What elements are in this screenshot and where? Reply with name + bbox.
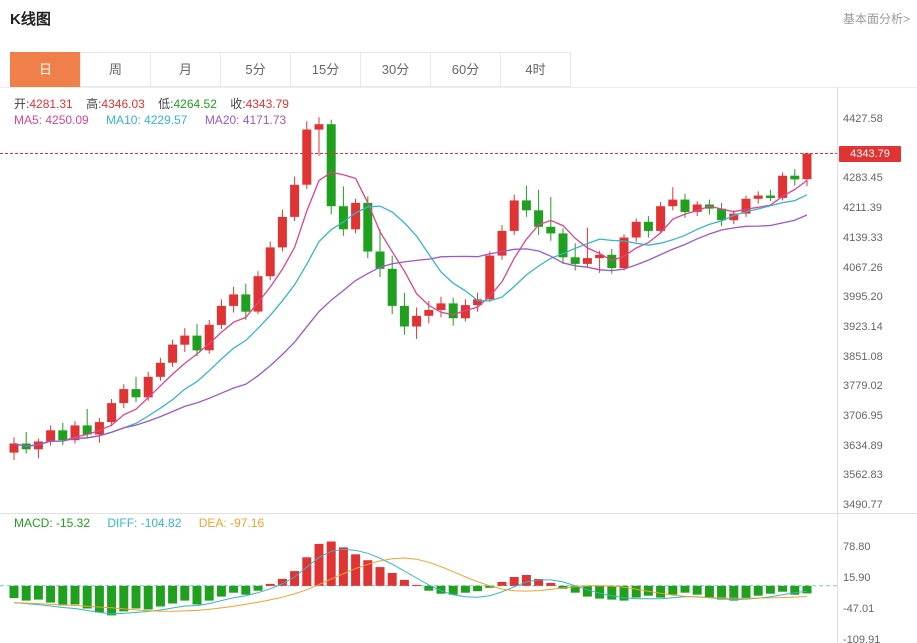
ma10-value: MA10: 4229.57: [106, 113, 188, 127]
diff-value: DIFF: -104.82: [107, 516, 182, 530]
candles: [9, 117, 812, 460]
tab-day[interactable]: 日: [10, 52, 81, 87]
tab-30min[interactable]: 30分: [360, 52, 431, 87]
macd-readout: MACD: -15.32 DIFF: -104.82 DEA: -97.16: [14, 516, 278, 530]
tab-15min[interactable]: 15分: [290, 52, 361, 87]
page-title: K线图: [10, 11, 51, 28]
current-price-tag: 4343.79: [839, 145, 901, 162]
dea-line: [13, 557, 808, 612]
price-axis-label: 3490.77: [843, 499, 883, 511]
macd-axis-label: 78.80: [843, 541, 871, 553]
price-axis-label: 4211.39: [843, 202, 882, 215]
low-value: 4264.52: [173, 97, 217, 111]
ma20-line: [13, 214, 808, 448]
open-label: 开:: [14, 97, 30, 111]
macd-axis-label: 15.90: [843, 572, 871, 584]
price-axis-label: 4139.33: [843, 231, 883, 244]
macd-axis-label: -47.01: [843, 603, 875, 615]
price-axis-label: 3634.89: [843, 439, 883, 452]
close-value: 4343.79: [245, 97, 289, 111]
tab-4hour[interactable]: 4时: [500, 52, 571, 87]
macd-axis-label: -109.91: [843, 634, 881, 643]
close-label: 收:: [230, 97, 246, 111]
price-axis-label: 3923.14: [843, 320, 883, 333]
dea-value: DEA: -97.16: [198, 516, 265, 530]
macd-histogram: [9, 541, 812, 616]
high-value: 4346.03: [101, 97, 145, 111]
ma-readout: MA5: 4250.09 MA10: 4229.57 MA20: 4171.73: [14, 113, 300, 127]
ma10-line: [13, 194, 808, 448]
diff-line: [13, 548, 808, 615]
period-tabs: 日 周 月 5分 15分 30分 60分 4时: [10, 52, 571, 87]
ohlc-readout: 开:4281.31 高:4346.03 低:4264.52 收:4343.79: [14, 95, 299, 112]
fundamental-analysis-link[interactable]: 基本面分析>: [842, 12, 910, 26]
macd-value: MACD: -15.32: [14, 516, 91, 530]
price-axis-label: 3562.83: [843, 469, 883, 482]
price-axis-label: 3995.20: [843, 291, 883, 304]
price-axis-label: 3851.08: [843, 350, 883, 363]
ma5-line: [13, 171, 808, 448]
high-label: 高:: [86, 97, 102, 111]
tab-60min[interactable]: 60分: [430, 52, 501, 87]
open-value: 4281.31: [29, 97, 73, 111]
price-axis-label: 4427.58: [843, 113, 883, 125]
tab-month[interactable]: 月: [150, 52, 221, 87]
tab-week[interactable]: 周: [80, 52, 151, 87]
price-axis-label: 3706.95: [843, 409, 883, 422]
ma20-value: MA20: 4171.73: [204, 113, 287, 127]
low-label: 低:: [158, 97, 174, 111]
price-axis-label: 4283.45: [843, 172, 883, 185]
price-axis-label: 4067.26: [843, 261, 883, 274]
price-axis-label: 3779.02: [843, 380, 883, 393]
tab-5min[interactable]: 5分: [220, 52, 291, 87]
ma5-value: MA5: 4250.09: [14, 113, 89, 127]
